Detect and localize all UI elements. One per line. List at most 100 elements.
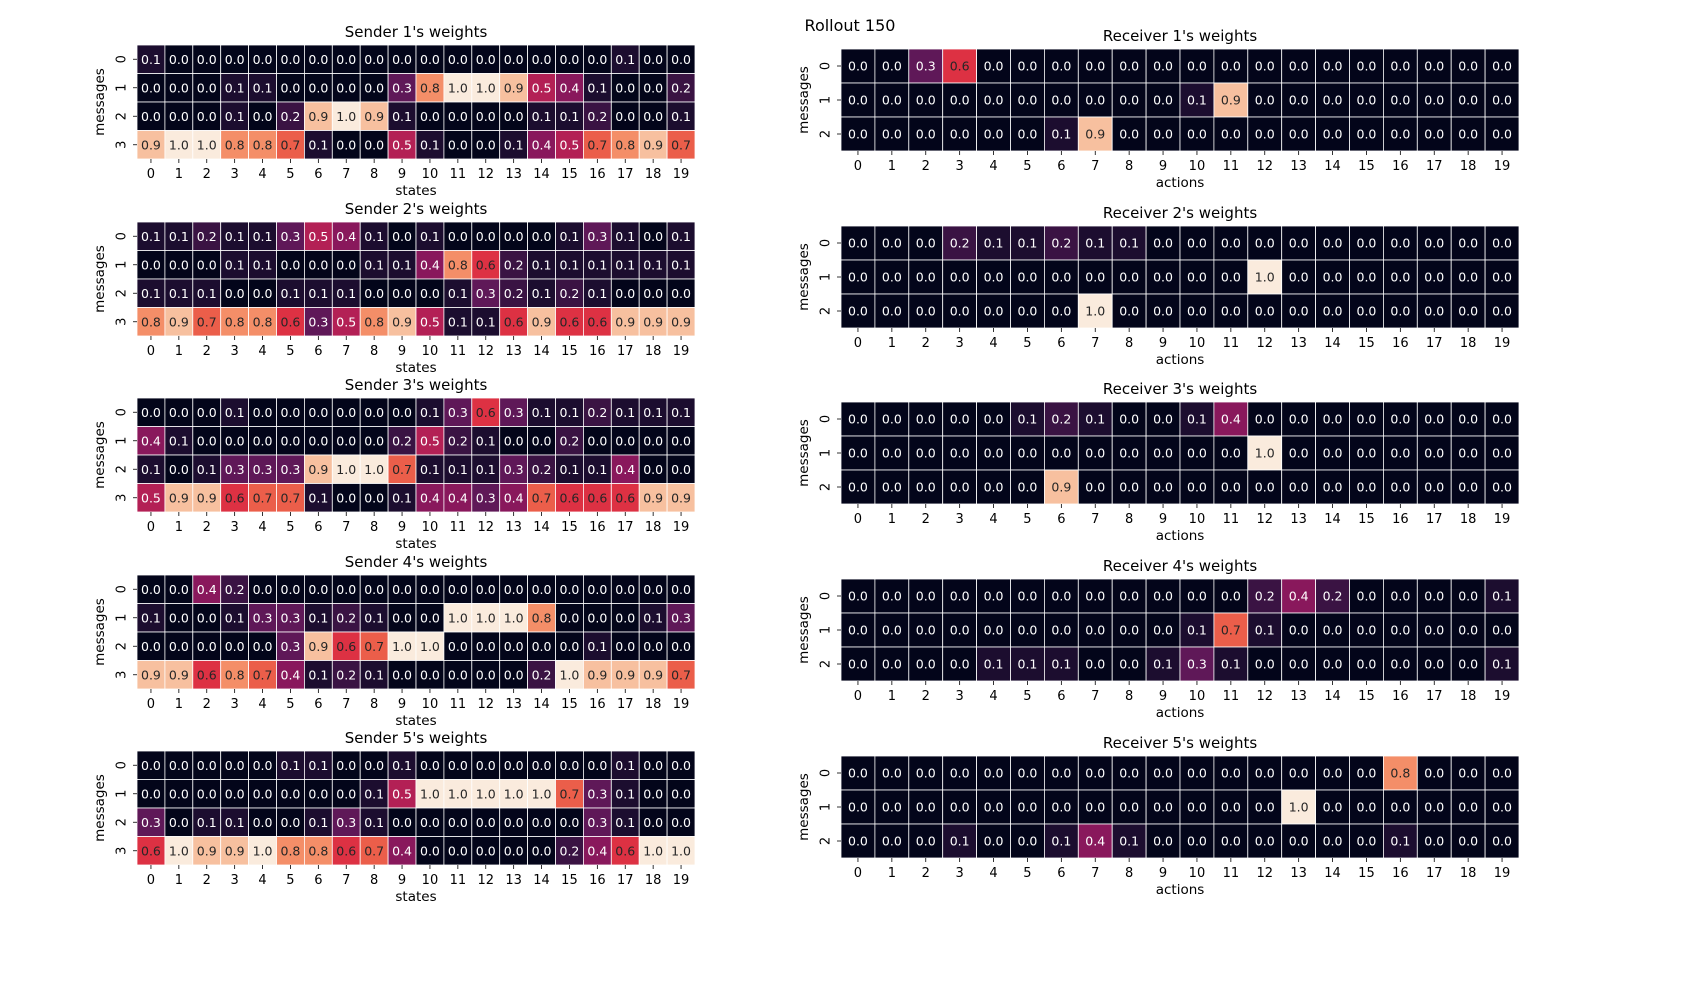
heatmap-cell <box>471 44 501 74</box>
x-tick-label: 5 <box>286 520 294 535</box>
y-tick-label: 3 <box>115 141 130 149</box>
x-tick-label: 11 <box>1223 689 1240 704</box>
heatmap-cell <box>1077 293 1113 329</box>
cell-value-label: 0.6 <box>336 639 356 654</box>
x-tick-label: 2 <box>203 167 211 182</box>
heatmap-cell <box>136 631 166 661</box>
cell-value-label: 0.0 <box>560 52 580 67</box>
y-tick-label: 1 <box>115 84 130 92</box>
cell-value-label: 1.0 <box>476 80 496 95</box>
cell-value-label: 0.0 <box>336 758 356 773</box>
cell-value-label: 0.6 <box>281 314 301 329</box>
heatmap-cell <box>415 44 445 74</box>
cell-value-label: 0.0 <box>1289 834 1309 849</box>
x-tick-label: 6 <box>1057 866 1065 881</box>
cell-value-label: 0.0 <box>1323 412 1343 427</box>
x-tick-label: 8 <box>1125 866 1133 881</box>
cell-value-label: 0.1 <box>671 405 691 420</box>
cell-value-label: 0.0 <box>1390 59 1410 74</box>
cell-value-label: 0.1 <box>448 462 468 477</box>
cell-value-label: 0.1 <box>615 257 635 272</box>
cell-value-label: 0.0 <box>882 480 902 495</box>
cell-value-label: 0.6 <box>560 314 580 329</box>
cell-value-label: 0.9 <box>308 462 328 477</box>
heatmap-cell <box>976 401 1011 437</box>
heatmap-cell <box>583 397 612 427</box>
y-axis-label: messages <box>92 245 108 313</box>
cell-value-label: 0.0 <box>1221 800 1241 815</box>
cell-value-label: 0.0 <box>392 610 412 625</box>
x-tick-label: 19 <box>1494 336 1511 351</box>
heatmap-cell <box>1145 225 1181 261</box>
x-tick-label: 6 <box>314 344 322 359</box>
cell-value-label: 0.1 <box>560 257 580 272</box>
heatmap-cell <box>874 401 910 437</box>
heatmap-sender-4: Sender 4's weights 0.0 0.0 0.4 0.2 0.0 0.0 0.0 0… <box>92 553 696 729</box>
y-axis-label: messages <box>796 419 812 487</box>
heatmap-cell <box>164 250 194 280</box>
cell-value-label: 0.0 <box>1221 766 1241 781</box>
heatmap-cell <box>359 221 389 251</box>
heatmap-cell <box>1179 48 1215 84</box>
cell-value-label: 0.1 <box>532 286 552 301</box>
heatmap-cell <box>359 73 389 103</box>
cell-value-label: 0.0 <box>1085 766 1105 781</box>
cell-value-label: 0.0 <box>1458 270 1478 285</box>
heatmap-title: Sender 1's weights <box>345 23 488 41</box>
heatmap-cell <box>666 779 696 809</box>
heatmap-cell <box>303 250 333 280</box>
cell-value-label: 0.0 <box>141 80 161 95</box>
cell-value-label: 0.1 <box>615 786 635 801</box>
heatmap-cell <box>610 750 640 780</box>
x-axis-label: states <box>395 536 436 552</box>
heatmap-cell <box>610 807 640 837</box>
cell-value-label: 0.1 <box>1085 236 1105 251</box>
heatmap-cell <box>1315 401 1350 437</box>
cell-value-label: 0.0 <box>1492 834 1512 849</box>
heatmap-cell <box>555 101 584 131</box>
cell-value-label: 0.1 <box>560 229 580 244</box>
heatmap-cell <box>136 101 166 131</box>
cell-value-label: 0.0 <box>984 93 1004 108</box>
heatmap-cell <box>610 250 640 280</box>
y-tick-label: 3 <box>115 494 130 502</box>
heatmap-cell <box>1145 435 1181 471</box>
heatmap-cell <box>1416 259 1452 295</box>
cell-value-label: 0.0 <box>1323 59 1343 74</box>
x-tick-label: 4 <box>989 866 997 881</box>
cell-value-label: 0.0 <box>848 304 868 319</box>
heatmap-cell <box>331 278 361 308</box>
cell-value-label: 0.0 <box>141 109 161 124</box>
heatmap-cell <box>976 48 1011 84</box>
x-tick-label: 5 <box>286 873 294 888</box>
cell-value-label: 0.2 <box>504 257 524 272</box>
heatmap-cell <box>555 836 584 866</box>
x-tick-label: 5 <box>1023 866 1031 881</box>
x-tick-label: 13 <box>505 167 522 182</box>
x-tick-label: 19 <box>673 167 690 182</box>
cell-value-label: 0.1 <box>364 667 384 682</box>
heatmap-cell <box>1010 82 1045 118</box>
cell-value-label: 0.1 <box>615 815 635 830</box>
cell-value-label: 0.4 <box>336 229 356 244</box>
cell-value-label: 0.8 <box>364 314 384 329</box>
heatmap-cell <box>471 130 501 160</box>
cell-value-label: 0.0 <box>476 137 496 152</box>
heatmap-cell <box>1416 646 1452 682</box>
heatmap-cell <box>220 250 249 280</box>
cell-value-label: 0.0 <box>916 446 936 461</box>
cell-value-label: 0.0 <box>364 582 384 597</box>
cell-value-label: 0.0 <box>950 657 970 672</box>
cell-value-label: 0.8 <box>448 257 468 272</box>
cell-value-label: 0.0 <box>532 758 552 773</box>
y-axis-label: messages <box>92 68 108 136</box>
heatmap-cell <box>1349 435 1384 471</box>
cell-value-label: 0.9 <box>141 137 161 152</box>
x-tick-label: 16 <box>589 873 606 888</box>
cell-value-label: 0.0 <box>950 270 970 285</box>
cell-value-label: 0.0 <box>141 257 161 272</box>
cell-value-label: 0.0 <box>1221 59 1241 74</box>
cell-value-label: 0.0 <box>916 127 936 142</box>
cell-value-label: 0.0 <box>1153 304 1173 319</box>
cell-value-label: 0.0 <box>848 446 868 461</box>
